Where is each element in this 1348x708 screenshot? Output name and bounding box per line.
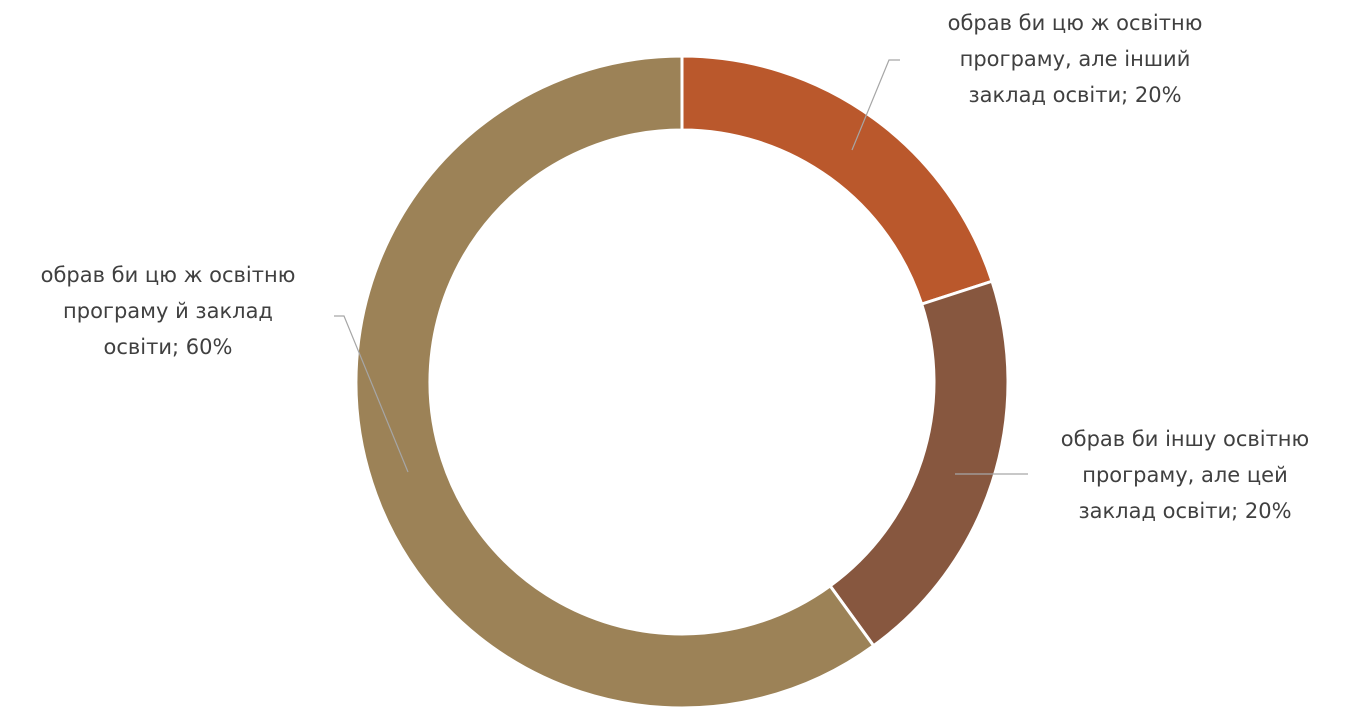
data-label-line: заклад освіти; 20% [968, 83, 1182, 107]
donut-slice-3 [354, 54, 876, 708]
leader-line-3 [334, 315, 409, 473]
leader-lines-layer [334, 59, 1028, 475]
data-label-line: програму, але цей [1082, 463, 1288, 487]
data-label-slice-2: обрав би іншу освітню програму, але цей … [1030, 421, 1340, 529]
data-label-slice-1: обрав би цю ж освітню програму, але інши… [900, 5, 1250, 113]
data-label-line: обрав би цю ж освітню [40, 263, 296, 287]
data-label-line: обрав би іншу освітню [1060, 427, 1310, 451]
donut-slice-2 [828, 279, 1010, 648]
data-label-line: програму, але інший [959, 47, 1191, 71]
data-label-line: освіти; 60% [103, 335, 233, 359]
data-label-slice-3: обрав би цю ж освітню програму й заклад … [0, 257, 336, 365]
data-label-line: обрав би цю ж освітню [947, 11, 1203, 35]
data-label-line: програму й заклад [63, 299, 273, 323]
slices-layer [354, 54, 1010, 708]
data-label-line: заклад освіти; 20% [1078, 499, 1292, 523]
leader-line-1 [851, 59, 900, 151]
